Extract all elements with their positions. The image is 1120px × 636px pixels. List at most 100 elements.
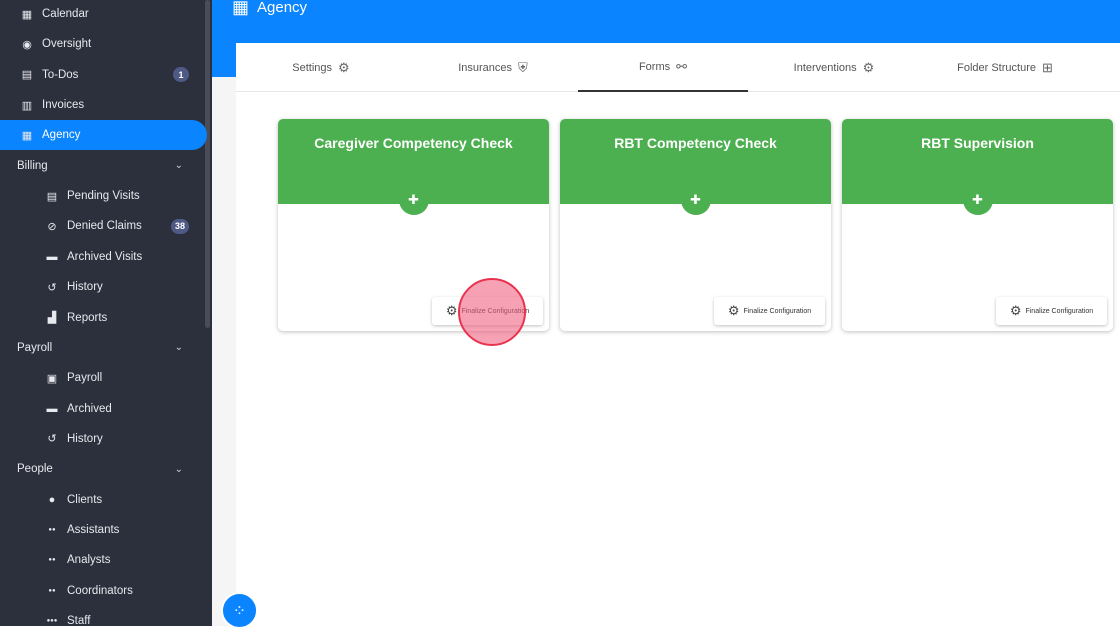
- sidebar-item-label: Oversight: [42, 38, 92, 51]
- sidebar-item-label: Denied Claims: [67, 220, 142, 233]
- history-icon: ↺: [47, 433, 57, 446]
- tab-folder-structure[interactable]: Folder Structure ⊞: [920, 43, 1090, 92]
- sidebar-item-payroll[interactable]: ▣ Payroll: [0, 363, 207, 393]
- count-badge: 38: [170, 218, 189, 234]
- eye-icon: ◉: [22, 38, 32, 51]
- sidebar-item-label: Reports: [67, 311, 108, 324]
- chevron-down-icon: ⌄: [174, 160, 183, 172]
- tab-interventions[interactable]: Interventions ⚙: [749, 43, 919, 92]
- pending-visits-icon: ▤: [46, 190, 58, 203]
- sidebar-item-coordinators[interactable]: ●● Coordinators: [0, 576, 207, 606]
- todo-icon: ▤: [21, 69, 33, 82]
- dots-icon: ⁘: [232, 602, 247, 620]
- sidebar-item-label: Payroll: [17, 341, 53, 354]
- tab-forms[interactable]: Forms ⚯: [578, 43, 748, 92]
- gear-icon: ⚙: [727, 303, 740, 318]
- tab-insurances[interactable]: Insurances ⛨: [408, 43, 578, 92]
- people-icon: ●●: [48, 587, 56, 594]
- sidebar-item-clients[interactable]: ● Clients: [0, 485, 207, 515]
- staff-icon: ●●●: [46, 618, 58, 624]
- gear-icon: ⚙: [1009, 303, 1022, 318]
- chevron-down-icon: ⌄: [174, 463, 183, 475]
- reports-icon: ▟: [47, 312, 57, 324]
- sidebar-item-label: Assistants: [67, 523, 120, 536]
- sidebar-item-invoices[interactable]: ▥ Invoices: [0, 90, 207, 120]
- finalize-configuration-button[interactable]: ⚙Finalize Configuration: [996, 297, 1107, 325]
- top-bar: [212, 0, 1120, 43]
- sidebar-item-history[interactable]: ↺ History: [0, 272, 207, 302]
- medical-kit-icon: ✚: [962, 185, 993, 215]
- sidebar-item-label: Staff: [67, 615, 91, 627]
- tab-settings[interactable]: Settings ⚙: [236, 43, 406, 92]
- sidebar-item-archived-visits[interactable]: ▬ Archived Visits: [0, 242, 207, 272]
- sidebar-section-payroll[interactable]: Payroll ⌄: [0, 333, 207, 363]
- sidebar-item-label: Payroll: [67, 372, 103, 385]
- gear-icon: ⚙: [862, 59, 875, 75]
- payroll-icon: ▣: [46, 372, 58, 385]
- sidebar-item-label: History: [67, 281, 103, 294]
- medical-kit-icon: ✚: [680, 185, 711, 215]
- sidebar-item-archived[interactable]: ▬ Archived: [0, 394, 207, 424]
- sidebar-item-label: Coordinators: [67, 584, 133, 597]
- agency-icon: ▦: [21, 129, 33, 142]
- forms-icon: ⚯: [676, 58, 688, 74]
- calendar-icon: ▦: [21, 8, 33, 21]
- people-icon: ●●: [48, 526, 56, 533]
- tab-bar: Settings ⚙ Insurances ⛨ Forms ⚯ Interventions ⚙…: [236, 43, 1120, 92]
- sidebar-item-label: Clients: [67, 493, 103, 506]
- form-card: RBT Competency Check ✚ ⚙ Finalize Configura…: [560, 119, 831, 331]
- sidebar-item-agency[interactable]: ▦ Agency: [0, 120, 207, 151]
- shield-icon: ⛨: [518, 59, 528, 75]
- finalize-configuration-button[interactable]: ⚙Finalize Configuration: [714, 297, 825, 325]
- sidebar-item-pending-visits[interactable]: ▤ Pending Visits: [0, 181, 207, 211]
- top-bar-extension: [212, 43, 236, 77]
- archive-icon: ▬: [46, 402, 58, 415]
- sidebar: ▦ Calendar ◉ Oversight ▤ To-Dos 1 ▥ Invoices ▦ Age…: [0, 0, 212, 627]
- denied-icon: ⊘: [47, 220, 57, 233]
- tab-label: Forms: [638, 60, 671, 73]
- form-card: RBT Supervision ✚ ⚙ Finalize Configuration: [842, 119, 1113, 331]
- archive-icon: ▬: [46, 250, 58, 263]
- sidebar-section-billing[interactable]: Billing ⌄: [0, 151, 207, 181]
- tab-label: Insurances: [458, 61, 513, 74]
- sidebar-section-people[interactable]: People ⌄: [0, 454, 207, 484]
- page-title: ▦ Agency: [232, 0, 307, 18]
- click-indicator: [458, 278, 526, 346]
- sidebar-item-label: Calendar: [42, 8, 89, 20]
- agency-icon: ▦: [232, 0, 250, 17]
- content-gutter: [212, 77, 236, 626]
- sidebar-item-oversight[interactable]: ◉ Oversight: [0, 29, 207, 59]
- folder-tree-icon: ⊞: [1041, 59, 1053, 75]
- gear-icon: ⚙: [338, 59, 350, 75]
- sidebar-scrollbar[interactable]: [205, 0, 210, 328]
- person-icon: ●: [48, 493, 56, 506]
- sidebar-item-denied-claims[interactable]: ⊘ Denied Claims 38: [0, 211, 207, 241]
- people-icon: ●●: [48, 557, 56, 564]
- sidebar-item-label: History: [67, 432, 103, 445]
- medical-kit-icon: ✚: [398, 185, 429, 215]
- tab-label: Folder Structure: [957, 61, 1036, 74]
- sidebar-item-label: To-Dos: [42, 68, 79, 81]
- sidebar-item-label: Pending Visits: [67, 190, 140, 203]
- sidebar-item-assistants[interactable]: ●● Assistants: [0, 515, 207, 545]
- sidebar-item-analysts[interactable]: ●● Analysts: [0, 545, 207, 575]
- sidebar-item-label: Billing: [17, 159, 48, 172]
- button-label: Finalize Configuration: [1025, 307, 1094, 315]
- gear-icon: ⚙: [445, 303, 458, 318]
- page-title-text: Agency: [257, 0, 308, 16]
- sidebar-item-label: Agency: [42, 129, 81, 142]
- button-label: Finalize Configuration: [743, 307, 812, 315]
- help-button[interactable]: ⁘: [221, 592, 258, 629]
- sidebar-item-to-dos[interactable]: ▤ To-Dos 1: [0, 60, 207, 90]
- sidebar-item-label: People: [17, 463, 53, 476]
- sidebar-item-staff[interactable]: ●●● Staff: [0, 606, 207, 636]
- sidebar-item-label: Archived: [67, 402, 112, 415]
- sidebar-item-reports[interactable]: ▟ Reports: [0, 303, 207, 333]
- chevron-down-icon: ⌄: [174, 342, 183, 354]
- sidebar-item-calendar[interactable]: ▦ Calendar: [0, 0, 207, 29]
- sidebar-item-history[interactable]: ↺ History: [0, 424, 207, 454]
- count-badge: 1: [173, 67, 189, 83]
- tab-label: Interventions: [793, 61, 857, 74]
- sidebar-item-label: Invoices: [42, 99, 85, 112]
- invoice-icon: ▥: [21, 99, 33, 112]
